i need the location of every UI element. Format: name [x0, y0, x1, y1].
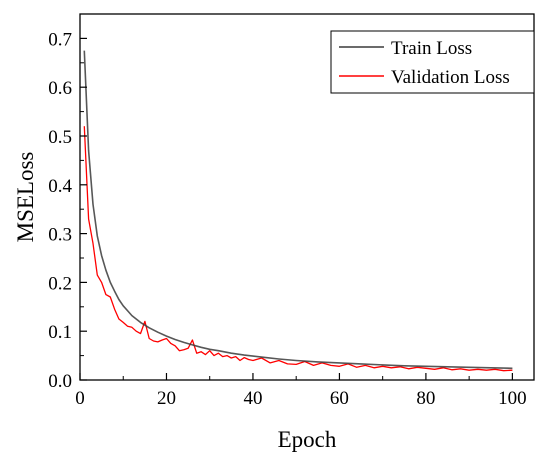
plot-content [83, 50, 513, 372]
plot-frame [79, 13, 535, 381]
legend-label-validation: Validation Loss [391, 67, 510, 88]
y-tick-label: 0.3 [48, 225, 72, 246]
x-tick-label: 100 [498, 388, 527, 409]
legend-label-train: Train Loss [391, 38, 472, 59]
y-tick-label: 0.6 [48, 78, 72, 99]
y-axis: 0.0 0.1 0.2 0.3 0.4 0.5 0.6 0.7 [48, 29, 87, 392]
x-axis: 0 20 40 60 80 100 [75, 373, 527, 409]
y-tick-label: 0.7 [48, 29, 72, 50]
y-axis-title: MSELoss [13, 152, 38, 243]
x-tick-label: 80 [416, 388, 435, 409]
y-tick-label: 0.0 [48, 371, 72, 392]
legend: Train Loss Validation Loss [330, 30, 535, 94]
series-validation-loss-line [83, 126, 513, 372]
x-tick-label: 20 [157, 388, 176, 409]
legend-box [330, 30, 535, 94]
y-tick-label: 0.5 [48, 127, 72, 148]
x-tick-label: 0 [75, 388, 85, 409]
y-tick-label: 0.2 [48, 273, 72, 294]
x-tick-label: 60 [330, 388, 349, 409]
y-tick-label: 0.4 [48, 176, 72, 197]
x-tick-label: 40 [243, 388, 262, 409]
series-train-loss-line [83, 50, 513, 370]
y-tick-label: 0.1 [48, 322, 72, 343]
x-axis-title: Epoch [278, 427, 337, 452]
